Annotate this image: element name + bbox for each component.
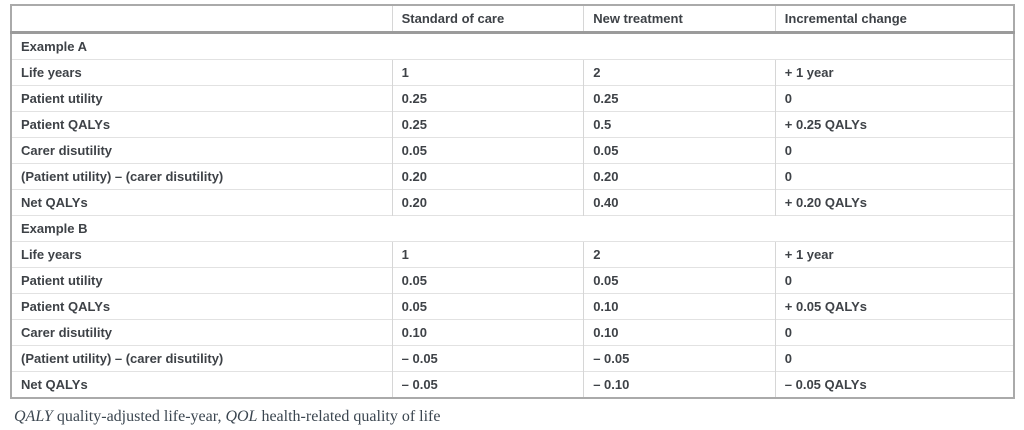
cell-new-treatment: – 0.10 (583, 371, 776, 398)
cell-incremental-change: 0 (774, 163, 1014, 190)
cell-incremental-change: + 0.20 QALYs (774, 189, 1014, 216)
section-label: Example B (11, 215, 1014, 242)
row-label: (Patient utility) – (carer disutility) (11, 345, 393, 372)
cell-incremental-change: 0 (774, 319, 1014, 346)
cell-standard-of-care: 0.20 (391, 163, 584, 190)
cell-new-treatment: 0.25 (583, 85, 776, 112)
row-label: Patient QALYs (11, 111, 393, 138)
cell-standard-of-care: 1 (391, 241, 584, 268)
cell-incremental-change: – 0.05 QALYs (774, 371, 1014, 398)
cell-incremental-change: 0 (774, 345, 1014, 372)
row-label: Net QALYs (11, 371, 393, 398)
cell-new-treatment: 0.05 (583, 137, 776, 164)
cell-incremental-change: 0 (774, 267, 1014, 294)
cell-incremental-change: + 1 year (774, 241, 1014, 268)
cell-standard-of-care: 0.05 (391, 267, 584, 294)
abbr-qol: QOL (225, 408, 258, 425)
header-incremental-change: Incremental change (774, 5, 1014, 34)
cell-standard-of-care: 0.20 (391, 189, 584, 216)
row-label: Carer disutility (11, 137, 393, 164)
cell-incremental-change: + 0.05 QALYs (774, 293, 1014, 320)
section-label: Example A (21, 39, 87, 54)
cell-new-treatment: 0.40 (583, 189, 776, 216)
abbr-qaly-definition: quality-adjusted life-year, (56, 408, 222, 425)
table-row: Patient QALYs 0.25 0.5 + 0.25 QALYs (11, 111, 1014, 138)
row-label: Patient QALYs (11, 293, 393, 320)
cell-new-treatment: – 0.05 (583, 345, 776, 372)
table-row: (Patient utility) – (carer disutility) –… (11, 345, 1014, 372)
table-row: (Patient utility) – (carer disutility) 0… (11, 163, 1014, 190)
cell-incremental-change: 0 (774, 137, 1014, 164)
header-empty (11, 5, 393, 34)
table-row: Net QALYs – 0.05 – 0.10 – 0.05 QALYs (11, 371, 1014, 398)
cell-standard-of-care: – 0.05 (391, 371, 584, 398)
table-row: Patient utility 0.25 0.25 0 (11, 85, 1014, 112)
header-standard-of-care: Standard of care (391, 5, 584, 34)
cell-new-treatment: 0.10 (583, 293, 776, 320)
abbr-qaly: QALY (14, 408, 53, 425)
row-label: Net QALYs (11, 189, 393, 216)
row-label: Life years (11, 59, 393, 86)
row-label: Life years (11, 241, 393, 268)
cell-new-treatment: 2 (583, 59, 776, 86)
cell-new-treatment: 2 (583, 241, 776, 268)
cell-standard-of-care: 0.05 (391, 137, 584, 164)
table-row: Net QALYs 0.20 0.40 + 0.20 QALYs (11, 189, 1014, 216)
table-row: Life years 1 2 + 1 year (11, 59, 1014, 86)
section-row-example-a: Example A (11, 33, 1014, 60)
abbr-qol-definition: health-related quality of life (261, 408, 441, 425)
cell-new-treatment: 0.20 (583, 163, 776, 190)
qaly-comparison-table: Standard of care New treatment Increment… (10, 4, 1015, 399)
cell-incremental-change: 0 (774, 85, 1014, 112)
cell-incremental-change: + 0.25 QALYs (774, 111, 1014, 138)
table-row: Life years 1 2 + 1 year (11, 241, 1014, 268)
row-label: Patient utility (11, 267, 393, 294)
row-label: Patient utility (11, 85, 393, 112)
table-row: Carer disutility 0.10 0.10 0 (11, 319, 1014, 346)
cell-standard-of-care: 0.25 (391, 111, 584, 138)
table-row: Patient QALYs 0.05 0.10 + 0.05 QALYs (11, 293, 1014, 320)
cell-new-treatment: 0.10 (583, 319, 776, 346)
header-row: Standard of care New treatment Increment… (11, 5, 1014, 34)
abbreviations-footnote: QALY quality-adjusted life-year, QOL hea… (14, 408, 1015, 426)
cell-standard-of-care: 0.10 (391, 319, 584, 346)
cell-incremental-change: + 1 year (774, 59, 1014, 86)
table-body: Example A Life years 1 2 + 1 year Patien… (11, 33, 1014, 398)
cell-standard-of-care: 0.05 (391, 293, 584, 320)
cell-new-treatment: 0.5 (583, 111, 776, 138)
table-row: Carer disutility 0.05 0.05 0 (11, 137, 1014, 164)
row-label: Carer disutility (11, 319, 393, 346)
table-header: Standard of care New treatment Increment… (11, 5, 1014, 34)
cell-standard-of-care: – 0.05 (391, 345, 584, 372)
row-label: (Patient utility) – (carer disutility) (11, 163, 393, 190)
table-row: Patient utility 0.05 0.05 0 (11, 267, 1014, 294)
cell-standard-of-care: 0.25 (391, 85, 584, 112)
header-new-treatment: New treatment (583, 5, 776, 34)
section-row-example-b: Example B (11, 215, 1014, 242)
cell-new-treatment: 0.05 (583, 267, 776, 294)
cell-standard-of-care: 1 (391, 59, 584, 86)
